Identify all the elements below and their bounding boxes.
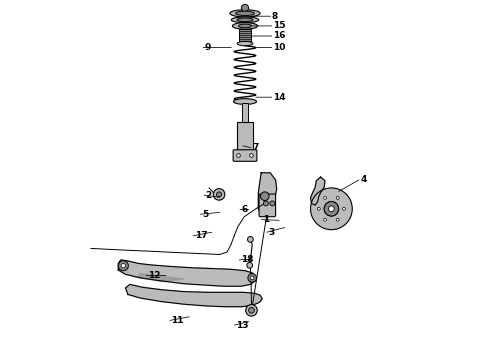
Circle shape [242, 4, 248, 12]
Wedge shape [311, 188, 352, 230]
Text: 2: 2 [205, 191, 212, 199]
Circle shape [118, 261, 128, 271]
Text: 17: 17 [195, 231, 207, 240]
FancyBboxPatch shape [233, 150, 257, 161]
Text: 12: 12 [148, 271, 160, 280]
Ellipse shape [231, 17, 259, 23]
Circle shape [343, 207, 345, 210]
Ellipse shape [239, 24, 251, 28]
Text: 15: 15 [273, 21, 286, 30]
Ellipse shape [230, 10, 260, 17]
Circle shape [261, 192, 269, 201]
Circle shape [245, 305, 257, 316]
Circle shape [336, 197, 339, 199]
Text: 4: 4 [360, 175, 367, 184]
Bar [239, 29, 251, 43]
Ellipse shape [236, 11, 254, 15]
Circle shape [237, 154, 240, 157]
Circle shape [324, 197, 326, 199]
Circle shape [324, 218, 326, 221]
Circle shape [213, 189, 225, 200]
Text: 13: 13 [236, 320, 248, 330]
Circle shape [247, 262, 252, 268]
Ellipse shape [237, 18, 253, 22]
Circle shape [248, 307, 254, 313]
Ellipse shape [233, 99, 257, 104]
Polygon shape [118, 260, 256, 286]
Circle shape [250, 276, 254, 280]
Text: 18: 18 [241, 256, 253, 264]
Circle shape [250, 154, 253, 157]
Text: 16: 16 [273, 31, 286, 40]
FancyBboxPatch shape [259, 194, 275, 217]
Polygon shape [125, 284, 262, 307]
Text: 7: 7 [252, 143, 259, 152]
Circle shape [217, 192, 221, 197]
Circle shape [263, 201, 269, 206]
Polygon shape [311, 177, 325, 205]
Text: 1: 1 [263, 215, 269, 224]
Circle shape [336, 218, 339, 221]
Text: 6: 6 [242, 205, 247, 214]
Circle shape [324, 202, 339, 216]
Text: 9: 9 [205, 43, 211, 52]
Bar [243, 103, 247, 122]
Polygon shape [258, 173, 277, 216]
Circle shape [328, 206, 334, 212]
Circle shape [121, 264, 125, 268]
Ellipse shape [237, 41, 253, 46]
Polygon shape [137, 274, 184, 282]
Circle shape [270, 201, 275, 206]
Circle shape [318, 207, 320, 210]
Ellipse shape [232, 23, 258, 29]
Text: 8: 8 [272, 12, 278, 21]
Circle shape [248, 274, 257, 282]
Text: 14: 14 [273, 93, 286, 102]
Text: 3: 3 [269, 228, 275, 237]
Circle shape [247, 237, 253, 242]
Text: 5: 5 [202, 210, 208, 219]
Bar [237, 122, 253, 151]
Text: 11: 11 [171, 316, 184, 325]
Text: 10: 10 [273, 43, 286, 52]
